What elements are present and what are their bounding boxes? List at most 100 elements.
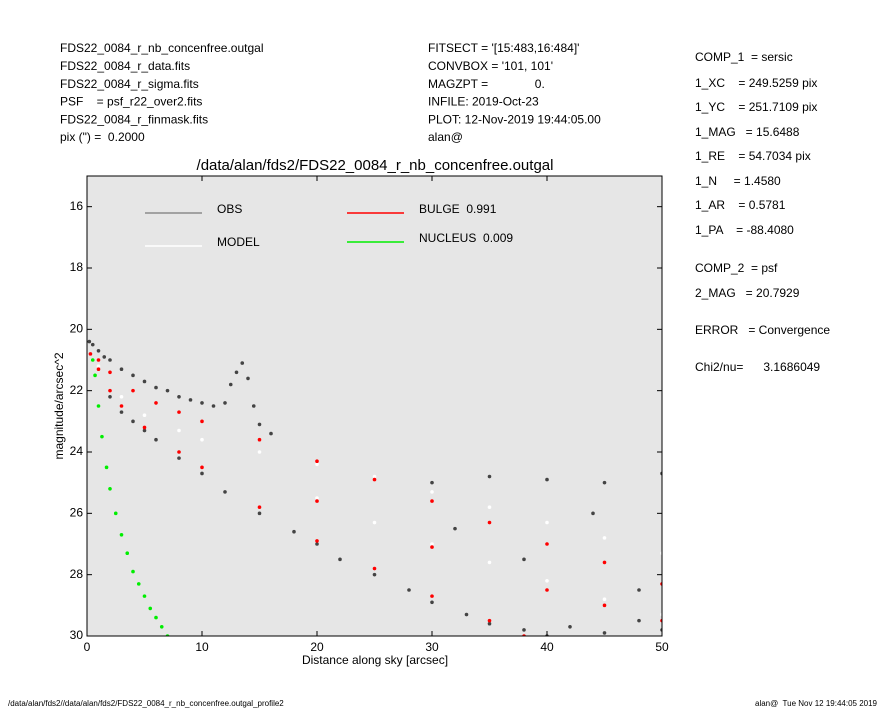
fit-parameter: COMP_1 = sersic: [695, 50, 793, 64]
data-point: [177, 456, 181, 460]
data-point: [200, 465, 204, 470]
data-point: [257, 437, 262, 442]
data-point: [96, 349, 101, 353]
data-point: [90, 342, 95, 347]
header-left-line: FDS22_0084_r_finmask.fits: [60, 112, 208, 126]
data-point: [136, 582, 141, 586]
data-point: [545, 477, 549, 482]
data-point: [315, 539, 319, 543]
header-left-line: FDS22_0084_r_data.fits: [60, 59, 190, 73]
y-tick-label: 24: [70, 444, 84, 458]
header-middle-line: MAGZPT = 0.: [428, 77, 545, 91]
header-left-line: PSF = psf_r22_over2.fits: [60, 95, 202, 109]
data-point: [372, 572, 377, 577]
data-point: [108, 388, 112, 393]
data-point: [602, 597, 607, 601]
data-point: [602, 560, 607, 565]
data-point: [142, 594, 147, 598]
fit-parameter: 1_AR = 0.5781: [695, 198, 786, 212]
data-point: [637, 588, 641, 592]
data-point: [591, 511, 595, 516]
footer-left: /data/alan/fds2//data/alan/fds2/FDS22_00…: [8, 699, 284, 708]
header-middle-line: CONVBOX = '101, 101': [428, 59, 553, 73]
data-point: [257, 422, 262, 427]
header-middle-line: FITSECT = '[15:483,16:484]': [428, 41, 579, 55]
data-point: [464, 612, 469, 617]
data-point: [602, 603, 607, 608]
data-point: [315, 459, 319, 464]
data-point: [200, 471, 204, 476]
data-point: [90, 358, 95, 362]
data-point: [200, 437, 204, 442]
fit-parameter: 1_PA = -88.4080: [695, 223, 794, 237]
data-point: [154, 615, 158, 620]
y-tick-label: 28: [70, 567, 84, 581]
data-point: [487, 621, 492, 626]
data-point: [100, 434, 104, 439]
data-point: [522, 557, 526, 562]
data-point: [211, 404, 216, 408]
header-middle-line: INFILE: 2019-Oct-23: [428, 95, 539, 109]
data-point: [522, 628, 526, 632]
data-point: [108, 370, 112, 375]
data-point: [338, 557, 342, 562]
data-point: [430, 545, 434, 549]
fit-parameter: 1_XC = 249.5259 pix: [695, 76, 817, 90]
x-tick-label: 40: [540, 640, 554, 654]
data-point: [142, 425, 147, 430]
data-point: [430, 490, 434, 494]
data-point: [315, 499, 319, 503]
data-point: [430, 600, 434, 605]
data-point: [131, 388, 135, 393]
data-point: [372, 566, 377, 571]
data-point: [430, 542, 434, 546]
header-left-line: FDS22_0084_r_sigma.fits: [60, 77, 199, 91]
data-point: [88, 352, 93, 356]
fit-parameter: 2_MAG = 20.7929: [695, 286, 800, 300]
data-point: [246, 376, 250, 381]
data-point: [545, 579, 549, 583]
data-point: [602, 536, 607, 540]
data-point: [119, 367, 124, 372]
data-point: [228, 382, 233, 387]
data-point: [223, 401, 227, 405]
data-point: [154, 401, 158, 405]
data-point: [372, 477, 377, 482]
data-point: [119, 410, 124, 414]
data-point: [545, 588, 549, 592]
data-point: [487, 474, 492, 479]
data-point: [87, 339, 92, 344]
data-point: [407, 588, 411, 592]
data-point: [154, 385, 158, 390]
x-tick-label: 0: [84, 640, 91, 654]
plot-frame: [86, 175, 663, 637]
data-point: [154, 437, 158, 442]
footer-right: alan@ Tue Nov 12 19:44:05 2019: [755, 699, 878, 708]
legend-label: OBS: [217, 202, 242, 216]
data-point: [159, 625, 164, 629]
data-point: [372, 474, 377, 479]
data-point: [177, 450, 181, 454]
data-point: [125, 551, 130, 555]
data-point: [372, 520, 377, 525]
data-point: [257, 505, 262, 510]
legend-label: MODEL: [217, 235, 260, 249]
data-point: [113, 511, 118, 516]
data-point: [177, 428, 181, 433]
data-point: [487, 560, 492, 565]
data-point: [108, 395, 112, 399]
x-tick-label: 10: [195, 640, 209, 654]
data-point: [602, 480, 607, 485]
data-point: [637, 618, 641, 623]
fit-parameter: 1_RE = 54.7034 pix: [695, 149, 811, 163]
data-point: [177, 410, 181, 414]
data-point: [430, 594, 434, 598]
data-point: [234, 370, 239, 375]
data-point: [96, 364, 101, 368]
data-point: [96, 404, 101, 408]
header-left-line: pix (") = 0.2000: [60, 130, 145, 144]
plot-background: [87, 176, 662, 636]
legend-label: NUCLEUS 0.009: [419, 231, 513, 245]
data-point: [200, 419, 204, 424]
data-point: [131, 373, 135, 378]
